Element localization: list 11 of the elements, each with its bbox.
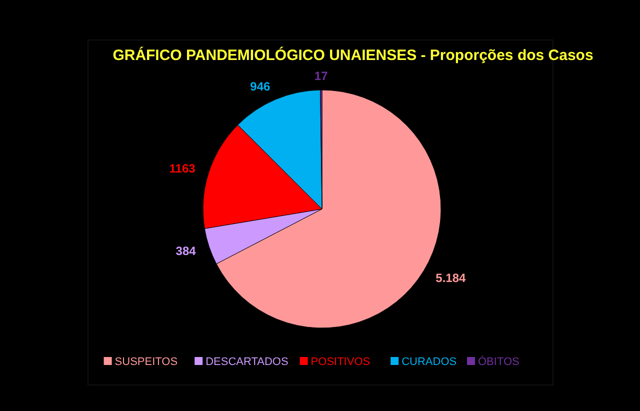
legend-label: DESCARTADOS <box>206 356 288 368</box>
data-label: 5.184 <box>436 271 466 286</box>
legend-label: CURADOS <box>402 356 457 368</box>
data-label: 946 <box>250 80 271 94</box>
legend-label: SUSPEITOS <box>114 356 178 368</box>
data-label: 17 <box>314 69 328 84</box>
chart-title: GRÁFICO PANDEMIOLÓGICO UNAIENSES - Proporções dos Casos <box>112 46 594 64</box>
legend-label: ÓBITOS <box>478 355 520 368</box>
data-label: 384 <box>176 244 196 258</box>
data-label: 1163 <box>169 161 196 176</box>
legend-label: POSITIVOS <box>310 356 370 368</box>
